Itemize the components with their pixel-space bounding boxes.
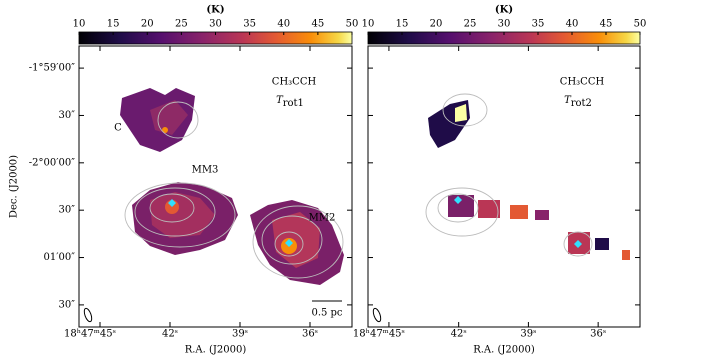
x-tick-label: 36ˢ (302, 329, 318, 340)
colorbar-tick-label: 10 (73, 19, 86, 30)
colorbar-tick-label: 20 (430, 19, 443, 30)
colorbar-tick-label: 20 (141, 19, 154, 30)
colorbar-tick-label: 45 (312, 19, 325, 30)
x-tick-label: 18ʰ47ᵐ45ˢ (353, 329, 405, 340)
source-label: MM3 (192, 165, 219, 176)
x-tick-label: 39ˢ (232, 329, 248, 340)
x-tick-label: 39ˢ (520, 329, 536, 340)
colorbar-tick-label: 15 (107, 19, 120, 30)
x-tick-label: 42ˢ (451, 329, 467, 340)
colorbar-label: (K) (495, 5, 513, 16)
colorbar-tick-label: 45 (600, 19, 613, 30)
colorbar-tick-label: 40 (277, 19, 290, 30)
quantity-symbol: T (564, 95, 572, 106)
colorbar-tick-label: 25 (464, 19, 477, 30)
y-tick-label: 30″ (59, 205, 76, 216)
panel-frame (78, 45, 353, 328)
quantity-subscript: rot1 (283, 98, 304, 109)
molecule-label: CH₃CCH (560, 77, 605, 88)
colorbar-tick-label: 40 (566, 19, 579, 30)
molecule-label: CH₃CCH (272, 77, 317, 88)
y-tick-label: 01′00″ (44, 252, 76, 263)
colorbar-tick-label: 35 (532, 19, 545, 30)
colorbar-tick-label: 50 (634, 19, 647, 30)
x-tick-label: 36ˢ (590, 329, 606, 340)
y-tick-label: -2°00′00″ (29, 157, 75, 168)
colorbar-tick-label: 30 (498, 19, 511, 30)
source-label: C (114, 123, 122, 134)
quantity-symbol: T (276, 95, 284, 106)
y-tick-label: -1°59′00″ (29, 63, 75, 74)
y-axis-label: Dec. (J2000) (9, 155, 20, 218)
colorbar-tick-label: 25 (175, 19, 188, 30)
colorbar-tick-label: 30 (209, 19, 222, 30)
quantity-subscript: rot2 (571, 98, 592, 109)
source-label: MM2 (309, 213, 336, 224)
panel-frame (367, 45, 641, 328)
x-axis-label: R.A. (J2000) (473, 345, 535, 356)
scale-bar-label: 0.5 pc (311, 308, 342, 319)
colorbar-tick-label: 10 (362, 19, 375, 30)
quantity-label: Trot2 (564, 95, 592, 109)
x-axis-label: R.A. (J2000) (185, 345, 247, 356)
colorbar-label: (K) (206, 5, 224, 16)
map-image (372, 93, 630, 323)
x-tick-label: 18ʰ47ᵐ45ˢ (64, 329, 116, 340)
colorbar-tick-label: 15 (396, 19, 409, 30)
colorbar-tick-label: 35 (243, 19, 256, 30)
x-tick-label: 42ˢ (162, 329, 178, 340)
y-tick-label: 30″ (59, 110, 76, 121)
map-image (83, 88, 344, 323)
quantity-label: Trot1 (276, 95, 304, 109)
y-tick-label: 30″ (59, 299, 76, 310)
colorbar-tick-label: 50 (346, 19, 359, 30)
